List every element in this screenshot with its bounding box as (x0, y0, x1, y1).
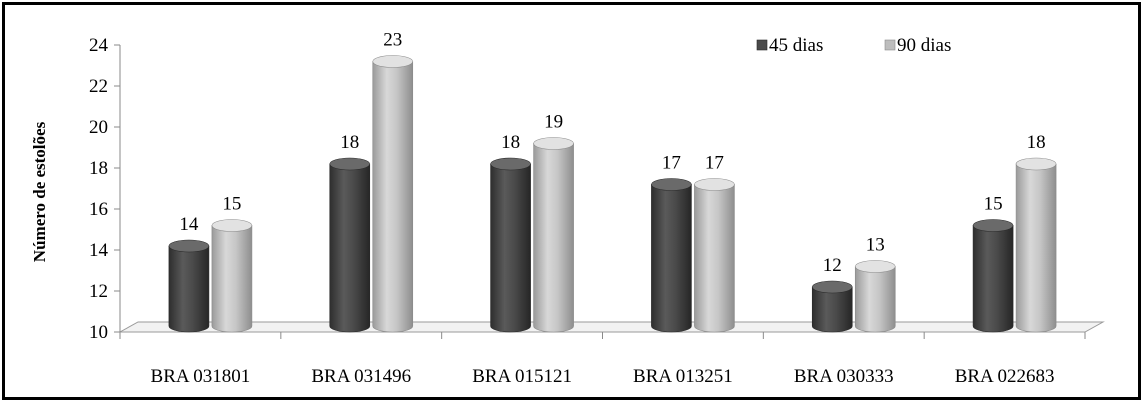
y-tick-label: 12 (89, 281, 108, 302)
data-label: 15 (222, 194, 241, 215)
bar-top (1015, 157, 1057, 171)
bar-top (651, 178, 692, 191)
data-label: 14 (179, 214, 199, 235)
bar-series-1: 18 (490, 132, 531, 333)
bar-top (372, 55, 414, 68)
data-label: 19 (544, 112, 563, 133)
x-category-label: BRA 031801 (151, 366, 251, 387)
bar-top (694, 178, 735, 191)
bar-body (972, 225, 1014, 333)
bar-body (651, 184, 692, 333)
bar-body (811, 286, 853, 333)
bar-series-2: 17 (694, 153, 735, 333)
x-axis-categories: BRA 031801 BRA 031496 BRA 015121 BRA 013251… (119, 332, 1086, 387)
data-label: 18 (1027, 132, 1046, 153)
data-label: 12 (823, 255, 842, 276)
bar-series-2: 18 (1015, 132, 1057, 333)
y-tick-label: 20 (89, 117, 108, 138)
bar-series-2: 23 (372, 30, 414, 333)
chart-floor (118, 321, 1105, 333)
bar-top (533, 137, 574, 150)
bar-top (490, 157, 531, 171)
bar-series-2: 13 (854, 235, 896, 333)
legend-swatch (884, 39, 896, 51)
bar-top (972, 219, 1014, 232)
bar-series-2: 15 (211, 194, 253, 333)
y-tick-label: 14 (89, 240, 109, 261)
bar-top (211, 219, 253, 232)
x-category-label: BRA 022683 (955, 366, 1055, 387)
bar-body (168, 245, 210, 333)
data-label: 13 (866, 235, 885, 256)
bar-body (694, 184, 735, 333)
bar-top (168, 239, 210, 253)
y-tick-label: 22 (89, 76, 108, 97)
floor-plane (118, 321, 1105, 333)
bar-series-1: 17 (651, 153, 692, 333)
x-category-label: BRA 030333 (794, 366, 894, 387)
data-label: 17 (662, 153, 681, 174)
bar-top (854, 260, 896, 273)
bar-body (854, 266, 896, 333)
bar-body (533, 143, 574, 333)
legend-label: 90 dias (897, 35, 951, 56)
data-label: 17 (705, 153, 724, 174)
bar-top (811, 280, 853, 294)
legend-swatch (756, 39, 768, 51)
bar-series-1: 15 (972, 194, 1014, 333)
y-axis-label: Número de estolões (30, 121, 49, 262)
y-axis: 10 12 14 16 18 20 22 24 (89, 35, 121, 343)
x-category-label: BRA 031496 (311, 366, 411, 387)
bars: 14 15 18 23 18 19 17 17 12 13 15 18 (168, 30, 1057, 333)
bar-series-1: 14 (168, 214, 210, 333)
data-label: 15 (984, 194, 1003, 215)
bar-top (329, 157, 371, 171)
bar-body (490, 163, 531, 333)
bar-series-1: 18 (329, 132, 371, 333)
bar-body (372, 61, 414, 333)
y-tick-label: 18 (89, 158, 108, 179)
bar-body (1015, 163, 1057, 333)
legend-label: 45 dias (769, 35, 823, 56)
legend: 45 dias 90 dias (756, 35, 951, 56)
bar-body (211, 225, 253, 333)
x-category-label: BRA 013251 (633, 366, 733, 387)
bar-series-1: 12 (811, 255, 853, 333)
data-label: 18 (340, 132, 359, 153)
y-tick-label: 16 (89, 199, 108, 220)
bar-body (329, 163, 371, 333)
data-label: 23 (383, 30, 402, 51)
y-tick-label: 10 (89, 322, 108, 343)
bar-series-2: 19 (533, 112, 574, 333)
x-category-label: BRA 015121 (472, 366, 572, 387)
data-label: 18 (501, 132, 520, 153)
y-tick-label: 24 (89, 35, 109, 56)
